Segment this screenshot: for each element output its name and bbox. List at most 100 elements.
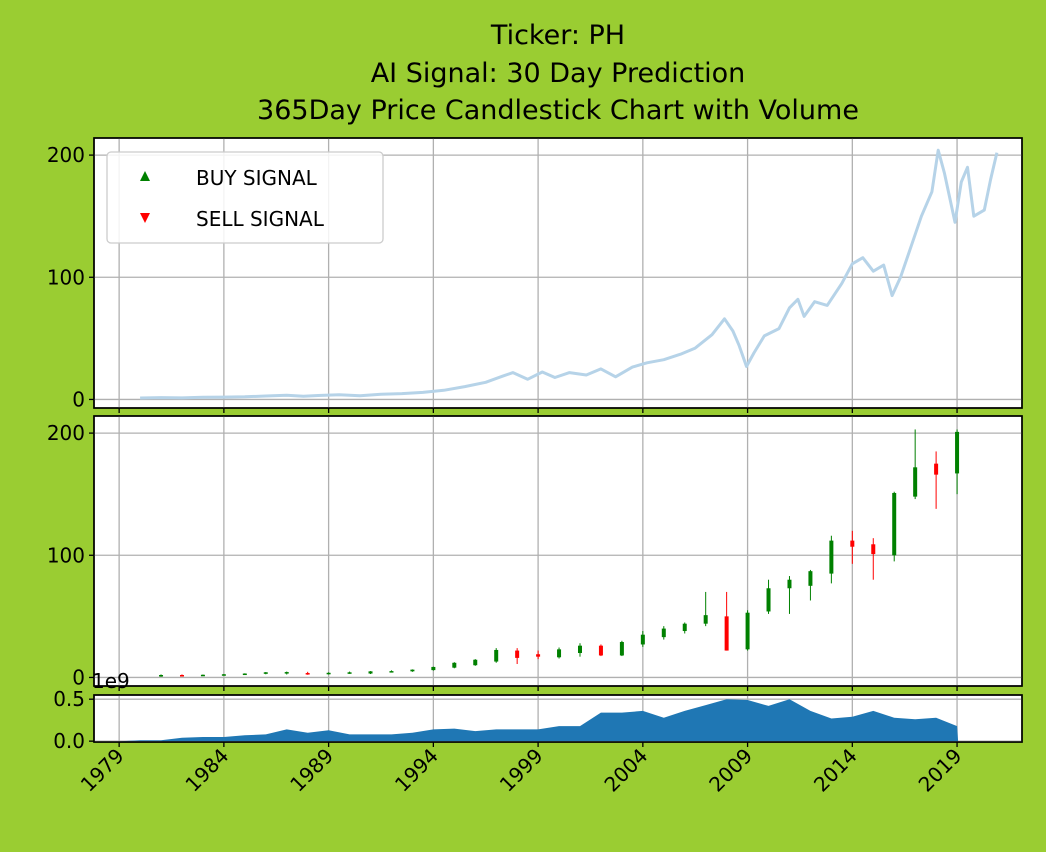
price-y-tick-label: 0	[72, 387, 85, 411]
candle-body	[305, 673, 310, 675]
candle	[536, 650, 541, 660]
candle	[787, 576, 792, 614]
candle-body	[536, 654, 541, 657]
candle	[682, 622, 687, 634]
candle	[850, 530, 855, 564]
candle	[955, 429, 960, 495]
candle	[179, 674, 184, 677]
candle	[263, 672, 268, 675]
candle	[305, 671, 310, 675]
title-line-signal: AI Signal: 30 Day Prediction	[371, 58, 746, 89]
price-y-tick-label: 200	[47, 143, 85, 167]
candle	[892, 491, 897, 562]
candle	[159, 674, 164, 677]
candle-body	[766, 588, 771, 612]
candle	[557, 647, 562, 659]
candle	[431, 666, 436, 671]
legend-label-sell: SELL SIGNAL	[196, 207, 325, 231]
candle	[766, 579, 771, 614]
x-tick-label: 2004	[599, 744, 652, 797]
candle	[619, 640, 624, 657]
price-line-series	[140, 148, 999, 400]
candlestick-y-axis: 0 100 200	[47, 421, 94, 689]
candle	[200, 674, 205, 677]
candle	[389, 670, 394, 673]
buy-signal-marker-icon	[140, 171, 150, 181]
x-tick-label: 1989	[285, 744, 338, 797]
legend-entry-sell: SELL SIGNAL	[140, 207, 325, 231]
candle	[703, 591, 708, 627]
legend-box	[106, 151, 384, 244]
candle-y-tick-label: 100	[47, 543, 85, 567]
candle-body	[326, 672, 331, 675]
volume-area-series	[119, 699, 1023, 742]
candle	[368, 671, 373, 675]
x-tick-label: 2014	[809, 744, 862, 797]
candle-body	[703, 615, 708, 624]
candle	[913, 429, 918, 500]
candle-body	[619, 642, 624, 656]
price-line-y-axis: 0 100 200	[47, 143, 94, 411]
candle-body	[410, 669, 415, 672]
candle	[473, 659, 478, 666]
volume-y-tick-label: 0.0	[53, 729, 85, 753]
candle-y-tick-label: 200	[47, 421, 85, 445]
candle-body	[808, 571, 813, 586]
candle-body	[221, 674, 226, 676]
candle-body	[850, 540, 855, 547]
candlestick-panel	[93, 415, 1023, 687]
candle-body	[557, 649, 562, 658]
candle	[515, 648, 520, 665]
candle-body	[347, 672, 352, 674]
candle-body	[640, 634, 645, 645]
candle	[410, 669, 415, 672]
candle-body	[452, 662, 457, 668]
candle	[640, 631, 645, 647]
volume-offset-label: 1e9	[92, 669, 130, 693]
sell-signal-marker-icon	[140, 213, 150, 223]
candlestick-panel-border	[93, 415, 1023, 687]
chart-title: Ticker: PH AI Signal: 30 Day Prediction …	[257, 20, 859, 126]
candle-body	[473, 659, 478, 666]
price-y-tick-label: 100	[47, 265, 85, 289]
candle-body	[368, 671, 373, 674]
title-line-description: 365Day Price Candlestick Chart with Volu…	[257, 95, 859, 126]
candle	[871, 538, 876, 580]
candle-body	[892, 492, 897, 556]
candle	[598, 644, 603, 657]
volume-panel-border	[93, 694, 1023, 743]
candle-body	[934, 463, 939, 475]
x-tick-label: 1984	[180, 744, 233, 797]
candle-y-tick-label: 0	[72, 665, 85, 689]
x-tick-label: 2019	[914, 744, 967, 797]
candle	[326, 672, 331, 675]
x-axis: 1979 1984 1989 1994 1999 2004 2009 2014 2019	[76, 744, 967, 797]
candle-body	[242, 673, 247, 676]
candle-body	[682, 623, 687, 632]
candle	[934, 451, 939, 509]
candle-body	[263, 672, 268, 674]
candle-body	[284, 672, 289, 674]
candle	[347, 671, 352, 674]
candle-body	[829, 540, 834, 574]
title-line-ticker: Ticker: PH	[490, 20, 625, 51]
candle	[808, 569, 813, 601]
legend: BUY SIGNAL SELL SIGNAL	[106, 151, 384, 244]
candle-body	[200, 674, 205, 677]
candle	[724, 591, 729, 651]
candlestick-series	[159, 429, 960, 677]
candle-body	[515, 650, 520, 658]
candle-body	[871, 544, 876, 555]
candle	[221, 674, 226, 676]
candle-body	[389, 671, 394, 673]
candle	[284, 671, 289, 675]
candle-body	[955, 431, 960, 474]
x-tick-label: 1994	[390, 744, 443, 797]
candle	[661, 626, 666, 640]
x-tick-label: 2009	[704, 744, 757, 797]
candle-body	[913, 467, 918, 497]
candle-body	[745, 612, 750, 650]
legend-label-buy: BUY SIGNAL	[196, 166, 318, 190]
legend-entry-buy: BUY SIGNAL	[140, 166, 318, 190]
